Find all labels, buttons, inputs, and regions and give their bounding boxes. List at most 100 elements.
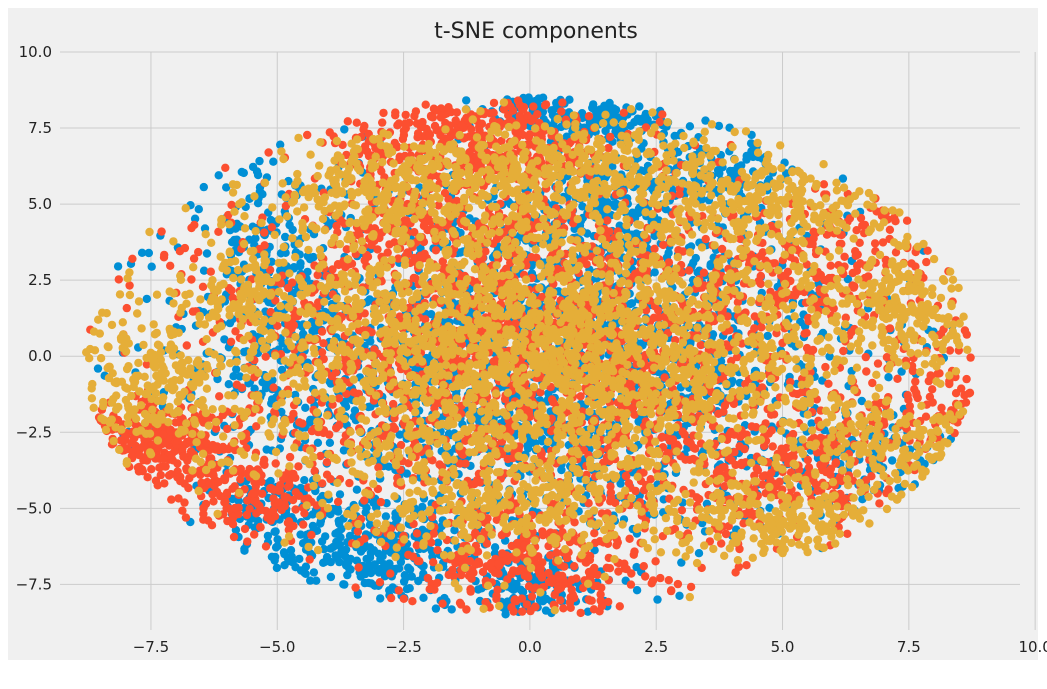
data-point <box>280 550 288 558</box>
data-point <box>361 579 369 587</box>
data-point <box>143 295 151 303</box>
data-point <box>289 558 297 566</box>
data-point <box>419 594 427 602</box>
data-point <box>307 531 315 539</box>
data-point <box>868 379 876 387</box>
data-point <box>635 102 643 110</box>
data-point <box>354 591 362 599</box>
data-point <box>254 171 262 179</box>
data-point <box>249 163 257 171</box>
data-point <box>474 585 482 593</box>
data-point <box>839 347 847 355</box>
data-point <box>403 585 411 593</box>
data-point <box>422 101 430 109</box>
data-point <box>382 561 390 569</box>
data-point <box>721 402 729 410</box>
data-point <box>183 341 191 349</box>
data-point <box>114 262 122 270</box>
data-point <box>432 604 440 612</box>
data-point <box>722 530 730 538</box>
data-point <box>893 375 901 383</box>
data-point <box>301 404 309 412</box>
data-point <box>295 418 303 426</box>
data-point <box>272 459 280 467</box>
data-point <box>386 569 394 577</box>
data-point <box>200 183 208 191</box>
data-point <box>353 486 361 494</box>
data-point <box>166 262 174 270</box>
data-point <box>748 422 756 430</box>
data-point <box>843 530 851 538</box>
data-point <box>715 122 723 130</box>
data-point <box>307 396 315 404</box>
data-point <box>207 268 215 276</box>
data-point <box>296 530 304 538</box>
data-point <box>369 498 377 506</box>
data-point <box>378 552 386 560</box>
data-point <box>632 229 640 237</box>
data-point <box>284 284 292 292</box>
data-point <box>309 510 317 518</box>
data-point <box>326 439 334 447</box>
data-point <box>160 253 168 261</box>
data-point <box>366 543 374 551</box>
data-point <box>631 487 639 495</box>
data-point <box>491 543 499 551</box>
data-point <box>336 490 344 498</box>
data-point <box>241 525 249 533</box>
data-point <box>318 348 326 356</box>
data-point <box>331 530 339 538</box>
data-point <box>389 400 397 408</box>
data-point <box>653 595 661 603</box>
data-point <box>300 476 308 484</box>
data-point <box>354 527 362 535</box>
data-point <box>376 594 384 602</box>
data-point <box>695 549 703 557</box>
data-point <box>238 384 246 392</box>
data-point <box>270 528 278 536</box>
data-point <box>402 573 410 581</box>
data-point <box>862 367 870 375</box>
data-point <box>269 383 277 391</box>
data-point <box>271 556 279 564</box>
data-point <box>148 263 156 271</box>
data-point <box>319 339 327 347</box>
data-point <box>316 452 324 460</box>
data-point <box>625 479 633 487</box>
data-point <box>548 395 556 403</box>
data-point <box>633 586 641 594</box>
data-point <box>334 551 342 559</box>
data-point <box>306 555 314 563</box>
data-point <box>462 96 470 104</box>
data-point <box>686 122 694 130</box>
data-point <box>702 235 710 243</box>
data-point <box>310 568 318 576</box>
data-point <box>824 380 832 388</box>
data-point <box>382 512 390 520</box>
data-point <box>226 319 234 327</box>
data-point <box>225 380 233 388</box>
data-point <box>362 504 370 512</box>
data-point <box>289 226 297 234</box>
data-point <box>588 104 596 112</box>
data-point <box>157 227 165 235</box>
data-point <box>269 158 277 166</box>
data-point <box>605 99 613 107</box>
data-point <box>321 558 329 566</box>
data-point <box>334 507 342 515</box>
data-point <box>195 205 203 213</box>
data-point <box>221 164 229 172</box>
data-point <box>888 456 896 464</box>
data-point <box>203 249 211 257</box>
data-point <box>199 283 207 291</box>
data-point <box>268 223 276 231</box>
data-point <box>884 373 892 381</box>
data-point <box>327 573 335 581</box>
data-point <box>757 323 765 331</box>
data-point <box>128 255 136 263</box>
data-point <box>827 262 835 270</box>
data-point <box>238 168 246 176</box>
data-point <box>654 306 662 314</box>
data-point <box>334 498 342 506</box>
